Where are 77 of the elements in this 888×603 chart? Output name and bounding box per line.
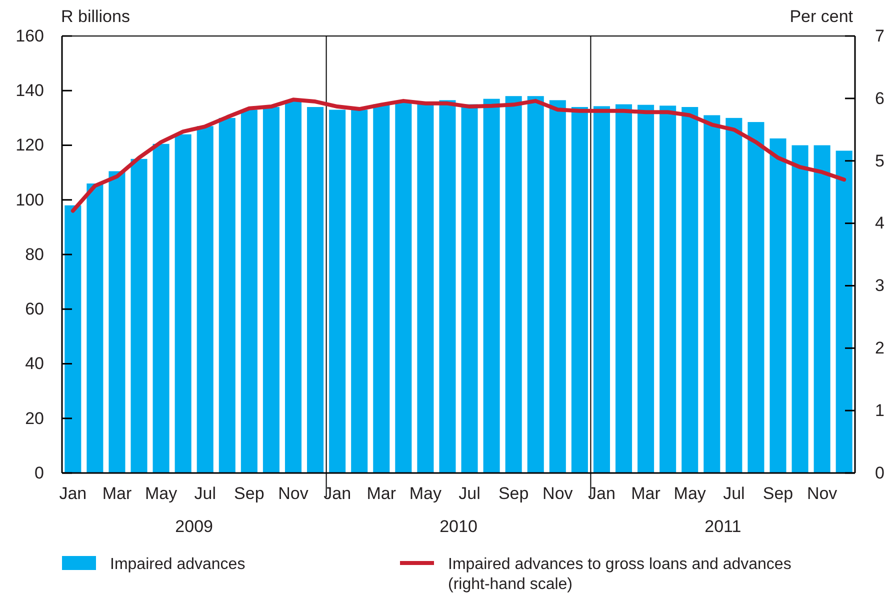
y2-tick-label: 7 — [875, 26, 884, 46]
bar — [240, 110, 258, 473]
y2-tick-label: 5 — [875, 151, 884, 170]
y-tick-label: 80 — [25, 244, 44, 264]
legend-label: Impaired advances to gross loans and advances (right-hand scale) — [448, 556, 792, 593]
x-tick-label: May — [144, 484, 178, 504]
y2-tick-label: 3 — [875, 276, 884, 296]
y-tick-label: 20 — [25, 408, 44, 428]
y2-tick-label: 0 — [875, 463, 884, 482]
line-series — [70, 98, 846, 213]
bar — [770, 138, 786, 473]
bar — [549, 100, 566, 473]
y-tick-label: 40 — [25, 354, 44, 374]
y2-tick-label: 1 — [875, 401, 884, 420]
y-tick-label: 140 — [16, 81, 44, 100]
y2-tick-label: 6 — [875, 88, 884, 108]
x-tick-label: Jan — [588, 484, 616, 504]
y-tick-label: 60 — [25, 300, 44, 319]
x-tick-label: May — [409, 484, 442, 504]
bar — [615, 104, 632, 473]
bar — [329, 110, 346, 473]
x-tick-label: Nov — [278, 484, 309, 504]
x-tick-label: Nov — [542, 484, 574, 504]
bar — [527, 96, 544, 473]
text: 2011 — [704, 517, 742, 536]
bar — [395, 102, 412, 473]
y-tick-label: 120 — [16, 136, 44, 155]
x-tick-label: Jul — [194, 484, 216, 504]
x-tick-label: Nov — [806, 484, 838, 504]
bar — [86, 183, 104, 473]
bar — [196, 126, 214, 473]
x-tick-label: Mar — [366, 484, 396, 504]
bar — [571, 107, 588, 473]
x-tick-label: Jul — [458, 484, 480, 504]
y2-tick-label: 4 — [875, 214, 884, 233]
bar — [593, 106, 610, 473]
bar — [638, 104, 654, 473]
bar — [307, 107, 324, 473]
y2-axis-title: Per cent — [790, 7, 854, 26]
bar — [262, 107, 280, 473]
bar — [836, 150, 852, 473]
x-tick-label: Sep — [762, 484, 794, 504]
bar — [748, 122, 764, 473]
x-tick-label: Sep — [234, 484, 264, 504]
bar — [351, 110, 368, 473]
bar — [373, 104, 390, 473]
x-tick-label: May — [674, 484, 706, 504]
bar — [704, 115, 720, 473]
bar — [108, 171, 126, 473]
y-axis-title: R billions — [61, 7, 130, 26]
bar — [682, 107, 698, 473]
x-tick-label: Mar — [631, 484, 661, 504]
text: 2010 — [440, 517, 478, 536]
x-tick-label: Jan — [324, 484, 352, 504]
bar — [726, 118, 742, 473]
bar — [505, 96, 522, 473]
x-tick-label: Mar — [102, 484, 132, 504]
text: 2009 — [175, 517, 214, 536]
x-tick-label: Sep — [498, 484, 529, 504]
y-tick-label: 160 — [16, 26, 44, 46]
y-tick-label: 100 — [16, 190, 44, 210]
bar — [284, 100, 302, 473]
y-tick-label: 0 — [34, 463, 44, 482]
bar — [130, 158, 148, 473]
legend-label: Impaired advances — [110, 556, 246, 573]
bar — [218, 118, 236, 473]
x-tick-label: Jul — [723, 484, 745, 504]
x-tick-label: Jan — [59, 484, 87, 504]
bar — [814, 145, 830, 473]
bar — [152, 144, 170, 473]
bar — [483, 98, 500, 473]
bar — [439, 100, 456, 473]
bar — [792, 145, 808, 473]
y2-tick-label: 2 — [875, 338, 884, 358]
bar — [64, 205, 82, 473]
bar — [660, 106, 676, 473]
bar — [174, 134, 192, 473]
